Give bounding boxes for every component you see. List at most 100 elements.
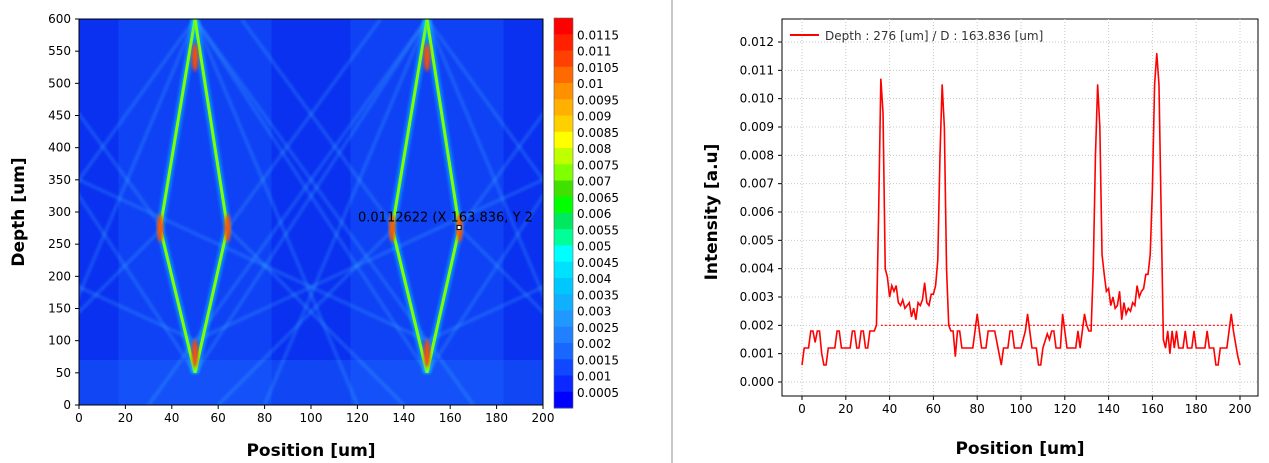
- heatmap-hotspot: [224, 214, 231, 243]
- data-point: [1103, 273, 1105, 275]
- heatmap-faint-beam: [79, 112, 164, 229]
- data-point: [1009, 330, 1011, 332]
- data-point: [928, 305, 930, 306]
- data-point: [889, 296, 890, 298]
- data-point: [943, 126, 945, 128]
- data-point: [1145, 273, 1147, 275]
- data-point: [996, 341, 998, 343]
- y-axis-label: Intensity [a.u]: [702, 144, 722, 281]
- heatmap-beam: [193, 19, 229, 229]
- colorbar-frame: [553, 17, 574, 409]
- data-point: [1112, 296, 1114, 298]
- x-axis-label: Position [um]: [246, 441, 375, 461]
- data-point: [937, 259, 939, 261]
- data-point: [913, 307, 915, 309]
- heatmap-faint-beam: [426, 285, 543, 342]
- colorbar-swatch: [554, 278, 573, 295]
- heatmap-beam: [390, 19, 429, 229]
- x-tick-label: 160: [439, 411, 462, 425]
- y-tick-label: 250: [48, 237, 71, 251]
- data-point: [1206, 330, 1208, 332]
- data-point: [1149, 254, 1151, 255]
- data-point: [803, 347, 805, 349]
- data-point: [1167, 330, 1169, 332]
- data-point: [814, 341, 816, 343]
- data-point: [1134, 305, 1136, 306]
- data-point: [1114, 307, 1116, 309]
- data-point: [873, 330, 875, 332]
- data-point: [838, 330, 840, 332]
- data-point: [952, 330, 954, 332]
- data-point: [1042, 347, 1044, 349]
- data-point: [865, 347, 866, 349]
- data-point: [933, 293, 934, 295]
- data-point: [858, 347, 860, 349]
- data-point: [981, 347, 982, 349]
- data-point: [946, 268, 947, 270]
- cursor-readout: 0.0112622 (X 163.836, Y 2: [358, 210, 533, 225]
- data-point: [948, 324, 950, 326]
- heatmap-faint-beam: [79, 19, 196, 182]
- colorbar-swatch: [554, 213, 573, 230]
- data-point: [860, 330, 862, 332]
- panel-divider[interactable]: [671, 0, 673, 463]
- data-point: [1086, 324, 1088, 326]
- colorbar-swatch: [554, 343, 573, 360]
- data-point: [825, 364, 827, 366]
- colorbar-label: 0.007: [577, 175, 611, 189]
- data-point: [1046, 333, 1048, 335]
- data-point: [1123, 302, 1125, 304]
- data-point: [1099, 126, 1101, 128]
- y-tick-label: 0.012: [740, 35, 774, 49]
- cursor-marker[interactable]: [456, 224, 462, 230]
- data-point: [926, 302, 928, 304]
- y-tick-label: 600: [48, 12, 71, 26]
- data-point: [1191, 347, 1193, 349]
- x-axis-label: Position [um]: [955, 439, 1084, 459]
- data-point: [950, 330, 952, 332]
- data-point: [1060, 347, 1061, 349]
- data-point: [900, 305, 901, 306]
- heatmap-hotspot: [192, 339, 198, 368]
- data-point: [1079, 347, 1081, 349]
- data-point: [1051, 330, 1053, 332]
- heatmap-faint-beam: [194, 178, 543, 342]
- data-point: [849, 347, 851, 349]
- colorbar-swatch: [554, 196, 573, 214]
- colorbar-label: 0.0015: [577, 353, 619, 367]
- y-tick-label: 0.002: [740, 318, 774, 332]
- data-point: [1127, 307, 1129, 309]
- data-point: [1171, 330, 1173, 332]
- line-chart[interactable]: 0 20 40 60 80 100 120 140 160 180 200 0.000 0.001 0.0…: [673, 0, 1269, 463]
- x-tick-label: 80: [257, 411, 272, 425]
- data-point: [1165, 347, 1166, 349]
- data-point: [1014, 347, 1015, 349]
- data-point: [801, 364, 803, 366]
- data-point: [1077, 330, 1079, 332]
- heatmap-background: [79, 19, 543, 405]
- data-point: [1176, 330, 1177, 332]
- data-point: [1237, 356, 1239, 357]
- x-tick-label: 120: [346, 411, 369, 425]
- x-tick-label: 0: [75, 411, 83, 425]
- data-point: [827, 347, 829, 349]
- x-tick-label: 200: [1229, 402, 1252, 416]
- data-point: [1116, 305, 1118, 306]
- colorbar-swatch: [554, 245, 573, 263]
- y-tick-label: 0.007: [740, 177, 774, 191]
- data-point: [1027, 313, 1028, 315]
- data-point: [876, 324, 877, 326]
- data-point: [1084, 313, 1085, 315]
- heatmap-chart[interactable]: 0 20 40 60 80 100 120 140 160 180 200 0 50 100 150 200 2…: [0, 0, 671, 463]
- x-tick-label: 60: [211, 411, 226, 425]
- colorbar-label: 0.004: [577, 272, 611, 286]
- data-point: [935, 285, 936, 287]
- colorbar-swatch: [554, 310, 573, 328]
- data-point: [904, 307, 906, 309]
- data-point: [1154, 84, 1155, 85]
- data-point: [1029, 330, 1031, 332]
- heatmap-faint-beam: [79, 194, 196, 374]
- data-point: [1125, 313, 1127, 315]
- colorbar-swatch: [554, 359, 573, 376]
- heatmap-faint-beam: [240, 19, 396, 229]
